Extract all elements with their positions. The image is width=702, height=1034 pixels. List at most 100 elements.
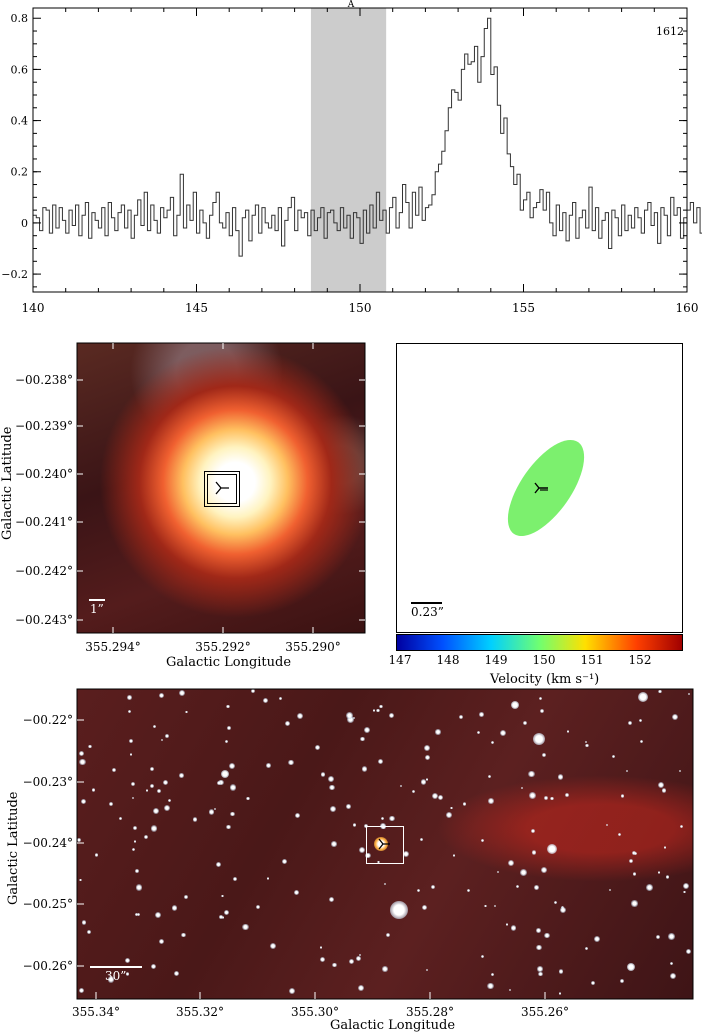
colorbar-label: Velocity (km s⁻¹) (490, 672, 600, 687)
star (510, 925, 517, 931)
star (358, 847, 365, 854)
star (658, 689, 662, 694)
star (386, 933, 391, 938)
star (378, 759, 384, 765)
image-frame (76, 688, 694, 1000)
x-tick-label: 355.34° (72, 1005, 120, 1019)
bright-star (533, 733, 545, 745)
star (479, 712, 484, 717)
star (255, 904, 261, 910)
star (233, 877, 238, 882)
star (431, 885, 436, 890)
star (402, 850, 410, 858)
star (331, 841, 337, 847)
star (549, 796, 554, 801)
colorbar-tick-label: 150 (533, 653, 556, 667)
star (165, 734, 169, 738)
star (330, 806, 337, 813)
star (528, 770, 535, 778)
star (328, 776, 335, 782)
star (332, 962, 337, 968)
star (364, 823, 368, 828)
star (488, 798, 494, 804)
star (559, 907, 566, 914)
star (540, 709, 545, 714)
star (372, 709, 376, 712)
star (289, 988, 296, 994)
star (631, 900, 638, 907)
star (133, 825, 137, 830)
x-tick-label: 160 (676, 301, 699, 315)
scale-bar-label: 0.23” (411, 605, 444, 619)
y-tick-label: −00.241° (15, 515, 73, 529)
star (633, 851, 638, 855)
star (315, 745, 321, 751)
star (431, 793, 438, 800)
spectrum-line (33, 17, 702, 257)
star (564, 793, 569, 798)
star (127, 695, 132, 700)
star (389, 712, 395, 718)
infrared-zoom-image: 1” (77, 343, 365, 633)
star (611, 755, 615, 758)
star (225, 739, 229, 743)
star (94, 853, 99, 857)
star (364, 727, 370, 734)
star (497, 871, 500, 874)
star (625, 769, 628, 773)
star (266, 763, 271, 768)
left-x-axis-label: Galactic Longitude (166, 655, 292, 670)
star (127, 709, 131, 713)
x-tick-label: 355.30° (291, 1005, 339, 1019)
star (515, 884, 520, 888)
star (544, 796, 548, 800)
star (226, 824, 231, 830)
star (558, 992, 562, 995)
star (657, 871, 661, 874)
star (91, 788, 96, 792)
star (520, 869, 527, 876)
star (223, 910, 229, 916)
star (605, 824, 609, 827)
star (185, 710, 188, 714)
star (150, 784, 155, 789)
y-tick-label: 0.4 (11, 115, 29, 128)
y-tick-label: −00.26° (23, 959, 73, 973)
star (152, 724, 156, 728)
star (488, 774, 491, 778)
star (505, 923, 509, 926)
x-tick-label: 145 (185, 301, 208, 315)
star (213, 808, 216, 811)
star (541, 867, 547, 874)
y-tick-label: −00.24° (23, 836, 73, 850)
star (87, 929, 92, 934)
star (150, 824, 158, 832)
star (608, 889, 611, 892)
star (288, 759, 294, 766)
colorbar-tick-label: 148 (437, 653, 460, 667)
star (682, 883, 689, 890)
star (78, 751, 84, 757)
star (118, 817, 122, 820)
star (462, 802, 467, 806)
star (425, 754, 431, 760)
star (491, 740, 495, 744)
star (179, 773, 184, 778)
star (566, 730, 570, 733)
y-tick-label: −00.242° (15, 564, 73, 578)
star (296, 712, 304, 719)
star (226, 704, 230, 709)
y-tick-label: −00.239° (15, 419, 73, 433)
star (585, 743, 589, 748)
star (361, 765, 368, 772)
star (79, 878, 82, 882)
star (156, 788, 161, 793)
star (154, 911, 161, 918)
star (618, 833, 622, 837)
star (669, 972, 676, 979)
colorbar-tick-label: 152 (629, 653, 652, 667)
star (79, 988, 85, 994)
star (329, 784, 336, 791)
star (295, 812, 301, 818)
star (220, 894, 224, 898)
